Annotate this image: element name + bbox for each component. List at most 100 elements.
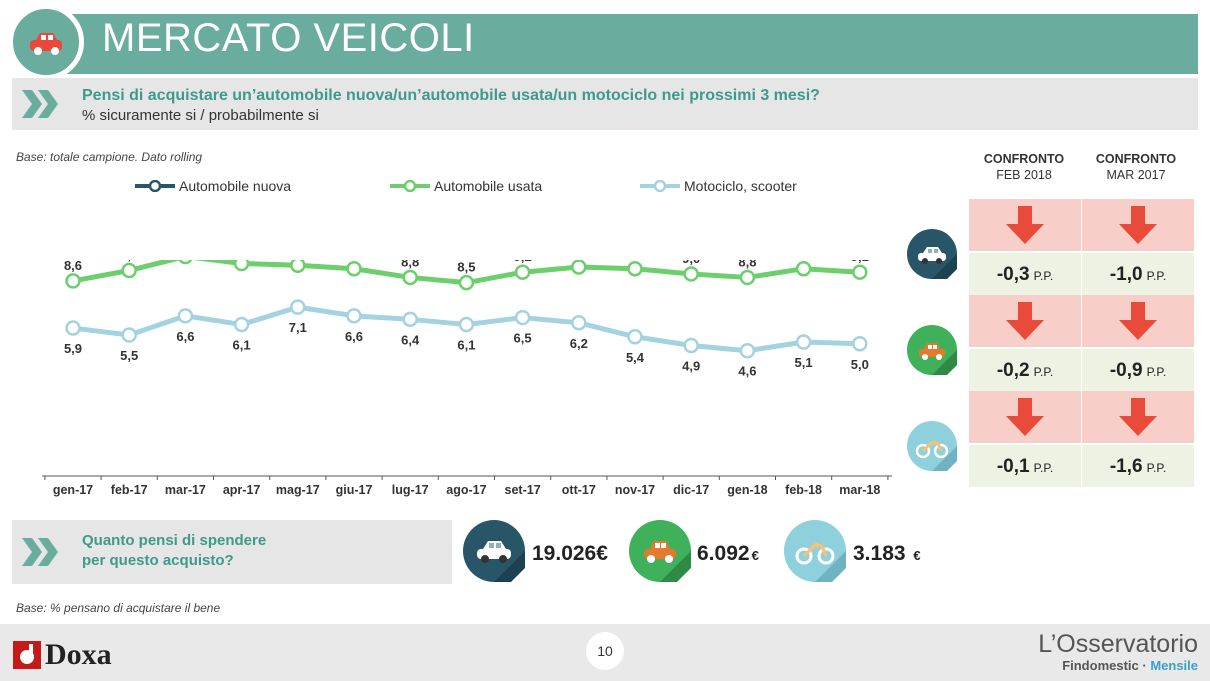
page-title: MERCATO VEICOLI	[102, 16, 475, 60]
data-point	[795, 334, 812, 350]
data-label: 5,0	[851, 357, 869, 372]
spend-question-box: Quanto pensi di spendere per questo acqu…	[12, 520, 452, 584]
delta-value: -0,1	[996, 456, 1030, 477]
question-box: Pensi di acquistare un’automobile nuova/…	[12, 78, 1198, 130]
data-label: 8,8	[401, 260, 419, 269]
data-label: 9,3	[345, 260, 363, 261]
data-point	[852, 336, 868, 352]
x-tick-label: gen-17	[53, 483, 93, 497]
data-point	[458, 316, 475, 333]
car-used-icon	[907, 325, 957, 375]
data-label: 9,0	[682, 260, 700, 266]
x-tick-label: mar-18	[839, 483, 880, 497]
data-label: 5,5	[120, 348, 138, 363]
car-icon	[8, 4, 84, 80]
down-arrow-icon	[1006, 206, 1044, 244]
data-label: 9,2	[120, 260, 138, 262]
delta-value-cell: -1,0 P.P.	[1082, 253, 1194, 295]
delta-value-cell: -0,1 P.P.	[969, 445, 1081, 487]
down-arrow-cell	[969, 391, 1081, 443]
legend-label-moto: Motociclo, scooter	[684, 178, 797, 194]
data-label: 4,9	[682, 358, 700, 373]
data-point	[290, 299, 306, 315]
car-new-price-icon	[463, 520, 525, 582]
data-point	[739, 269, 756, 286]
double-chevron-icon	[22, 90, 58, 118]
data-label: 6,1	[457, 338, 475, 353]
down-arrow-icon	[1119, 302, 1157, 340]
data-label: 9,1	[514, 260, 532, 264]
x-tick-label: mar-17	[165, 483, 206, 497]
car-used-price: 6.092 €	[697, 542, 759, 566]
data-point	[121, 262, 137, 279]
data-label: 8,5	[457, 260, 475, 275]
legend-used-car: Automobile usata	[390, 178, 542, 194]
down-arrow-icon	[1006, 302, 1044, 340]
findomestic-label: Findomestic ·	[1062, 658, 1151, 673]
header: MERCATO VEICOLI	[0, 0, 1210, 84]
data-label: 6,6	[176, 329, 194, 344]
data-point	[290, 260, 306, 273]
delta-value: -1,6	[1109, 456, 1143, 477]
data-point	[627, 260, 643, 277]
data-label: 6,4	[401, 332, 420, 347]
x-tick-label: ott-17	[562, 483, 596, 497]
x-tick-label: ago-17	[446, 483, 486, 497]
legend-label-new-car: Automobile nuova	[179, 178, 292, 194]
x-tick-label: giu-17	[336, 483, 373, 497]
data-point	[402, 269, 418, 286]
down-arrow-cell	[1082, 391, 1194, 443]
mensile-label: Mensile	[1150, 658, 1198, 673]
data-point	[683, 337, 699, 354]
down-arrow-cell	[1082, 295, 1194, 347]
data-label: 9,3	[626, 260, 644, 261]
data-point	[233, 260, 250, 272]
data-label: 8,6	[64, 260, 82, 273]
data-point	[458, 274, 475, 291]
delta-unit: P.P.	[1146, 461, 1167, 475]
data-label: 6,2	[570, 336, 588, 351]
down-arrow-cell	[969, 295, 1081, 347]
legend-marker-moto	[640, 180, 680, 192]
moto-price-icon	[784, 520, 846, 582]
data-label: 8,8	[738, 260, 756, 269]
data-point	[571, 260, 587, 275]
down-arrow-icon	[1119, 206, 1157, 244]
comparison-header-feb: CONFRONTO FEB 2018	[976, 151, 1072, 183]
spend-base-note: Base: % pensano di acquistare il bene	[16, 601, 221, 615]
car-used-price-currency: €	[751, 548, 759, 563]
car-new-price-value: 19.026	[532, 542, 597, 565]
question-title: Pensi di acquistare un’automobile nuova/…	[82, 87, 820, 104]
double-chevron-icon	[22, 538, 58, 566]
moto-price: 3.183 €	[853, 542, 921, 566]
data-label: 5,9	[64, 341, 82, 356]
spend-question-line1: Quanto pensi di spendere	[82, 532, 267, 549]
car-used-price-value: 6.092	[697, 542, 750, 565]
x-tick-label: gen-18	[727, 483, 767, 497]
legend-label-used-car: Automobile usata	[434, 178, 543, 194]
delta-value: -1,0	[1109, 264, 1143, 285]
page-number: 10	[586, 632, 624, 670]
delta-unit: P.P.	[1033, 365, 1054, 379]
spend-question-line2: per questo acquisto?	[82, 552, 234, 569]
data-label: 6,5	[514, 331, 532, 346]
question-subtitle: % sicuramente si / probabilmente si	[82, 107, 319, 124]
delta-value: -0,9	[1109, 360, 1143, 381]
legend-marker-new-car	[135, 180, 175, 192]
data-label: 6,6	[345, 329, 363, 344]
car-used-price-icon	[629, 520, 691, 582]
base-note: Base: totale campione. Dato rolling	[16, 150, 203, 164]
data-point	[346, 308, 362, 324]
osservatorio-logo: L’Osservatorio Findomestic · Mensile	[1038, 630, 1198, 673]
x-tick-label: set-17	[505, 483, 541, 497]
x-tick-label: nov-17	[615, 483, 655, 497]
doxa-wordmark: Doxa	[45, 638, 112, 671]
data-point	[739, 342, 756, 359]
delta-unit: P.P.	[1033, 269, 1054, 283]
data-label: 9,3	[795, 260, 813, 261]
data-label: 6,1	[233, 338, 251, 353]
comparison-header-mar-line1: CONFRONTO	[1095, 152, 1177, 166]
down-arrow-icon	[1006, 398, 1044, 436]
car-new-icon	[907, 229, 957, 279]
x-tick-label: lug-17	[392, 483, 429, 497]
